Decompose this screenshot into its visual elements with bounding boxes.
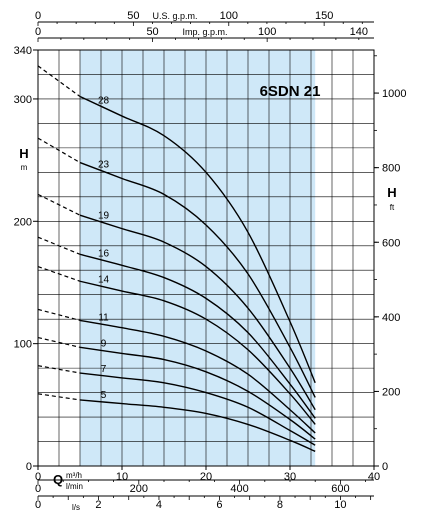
head-curve-7-dashed <box>37 365 81 374</box>
x-ls-tick-label: 0 <box>35 499 41 511</box>
head-curve-28 <box>79 95 316 384</box>
head-curve-11-dashed <box>37 308 81 321</box>
x-main-tick-label: 40 <box>368 471 380 483</box>
x-ls-unit: l/s <box>72 503 80 512</box>
x-lmin-tick-label: 200 <box>130 483 148 495</box>
y-right-tick-label: 600 <box>382 237 400 249</box>
head-curve-5-dashed <box>37 393 81 401</box>
chart-title: 6SDN 21 <box>260 83 321 100</box>
curve-label-19: 19 <box>98 211 110 222</box>
head-curve-23-dashed <box>37 137 81 164</box>
y-right-tick-label: 0 <box>382 461 388 473</box>
curve-label-9: 9 <box>101 339 107 350</box>
x-ls-tick-label: 4 <box>156 499 162 511</box>
y-right-tick-label: 400 <box>382 312 400 324</box>
x-usgpm-tick-label: 100 <box>220 10 238 22</box>
head-curve-11 <box>79 319 316 434</box>
y-left-tick-label: 340 <box>14 45 32 57</box>
y-left-tick-label: 100 <box>14 339 32 351</box>
head-curve-7 <box>79 372 316 446</box>
x-impgpm-tick-label: 0 <box>35 26 41 38</box>
curve-label-28: 28 <box>98 95 110 106</box>
x-lmin-tick-label: 0 <box>35 483 41 495</box>
x-ls-tick-label: 6 <box>216 499 222 511</box>
head-curve-14-dashed <box>37 265 81 282</box>
curve-label-14: 14 <box>98 275 110 286</box>
head-curve-14 <box>79 280 316 425</box>
curve-label-16: 16 <box>98 248 110 259</box>
head-curve-19 <box>79 214 316 411</box>
x-usgpm-tick-label: 0 <box>35 10 41 22</box>
x-ls-tick-label: 2 <box>95 499 101 511</box>
y-left-unit: m <box>21 163 28 172</box>
y-left-tick-label: 0 <box>26 461 32 473</box>
x-impgpm-tick-label: 50 <box>146 26 158 38</box>
head-curve-23 <box>79 161 316 398</box>
x-lmin-tick-label: 600 <box>331 483 349 495</box>
x-ls-tick-label: 8 <box>277 499 283 511</box>
x-usgpm-tick-label: 150 <box>315 10 333 22</box>
y-left-axis-title: H <box>19 146 28 161</box>
y-right-tick-label: 1000 <box>382 88 406 100</box>
x-impgpm-tick-label: 140 <box>350 26 368 38</box>
head-curve-28-dashed <box>37 65 81 97</box>
curve-label-11: 11 <box>98 313 109 324</box>
head-curve-19-dashed <box>37 193 81 216</box>
head-curve-16 <box>79 253 316 419</box>
x-usgpm-tick-label: 50 <box>127 10 139 22</box>
x-main-tick-label: 20 <box>200 471 212 483</box>
x-main-tick-label: 0 <box>35 471 41 483</box>
head-curve-16-dashed <box>37 236 81 255</box>
head-curve-5 <box>79 399 316 452</box>
x-impgpm-tick-label: 100 <box>258 26 276 38</box>
x-ls-tick-label: 10 <box>334 499 346 511</box>
y-right-tick-label: 800 <box>382 163 400 175</box>
y-right-axis-title: H <box>387 185 396 200</box>
curve-label-5: 5 <box>101 390 107 401</box>
x-impgpm-axis-title: Imp. g.p.m. <box>182 27 227 37</box>
head-curve-9-dashed <box>37 336 81 348</box>
x-main-unit: m³/h <box>66 471 82 480</box>
x-lmin-unit: l/min <box>66 482 83 491</box>
x-main-tick-label: 10 <box>116 471 128 483</box>
curve-label-23: 23 <box>98 159 110 170</box>
x-usgpm-axis-title: U.S. g.p.m. <box>152 11 197 21</box>
curve-label-7: 7 <box>101 364 107 375</box>
y-right-unit: ft <box>390 203 395 212</box>
head-curve-9 <box>79 346 316 440</box>
x-lmin-tick-label: 400 <box>230 483 248 495</box>
y-right-tick-label: 200 <box>382 386 400 398</box>
y-left-tick-label: 300 <box>14 94 32 106</box>
y-left-tick-label: 200 <box>14 216 32 228</box>
